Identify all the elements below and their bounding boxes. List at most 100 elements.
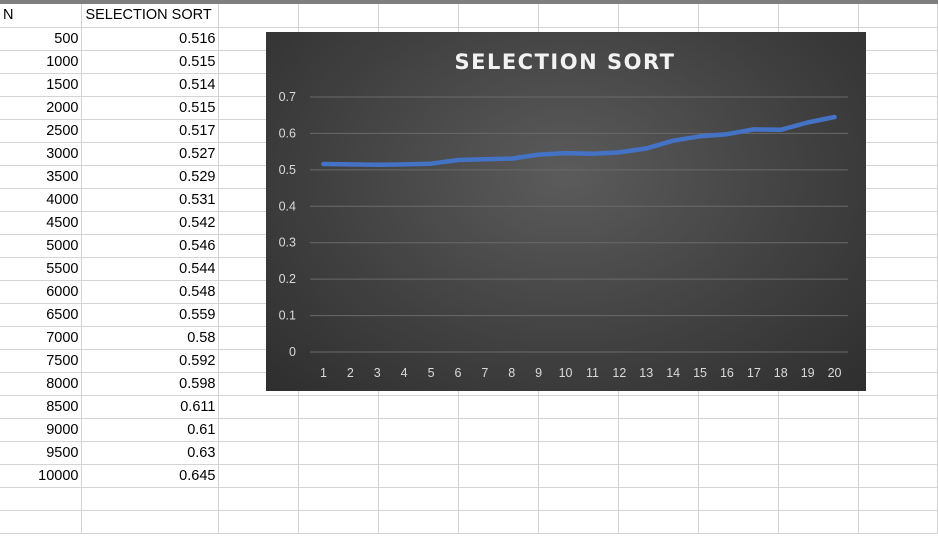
cell-time[interactable]: 0.58 — [81, 326, 220, 350]
empty-cell[interactable] — [218, 441, 300, 465]
empty-cell[interactable] — [858, 96, 938, 120]
cell-time[interactable]: 0.516 — [81, 27, 220, 51]
cell-n[interactable]: 2000 — [0, 96, 83, 120]
data-point[interactable] — [617, 150, 622, 155]
cell-n[interactable]: 8000 — [0, 372, 83, 396]
cell-time[interactable]: 0.592 — [81, 349, 220, 373]
empty-cell[interactable] — [378, 464, 460, 488]
data-point[interactable] — [563, 150, 568, 156]
empty-cell[interactable] — [778, 4, 859, 28]
empty-cell[interactable] — [458, 418, 540, 442]
empty-cell[interactable] — [81, 510, 220, 534]
empty-cell[interactable] — [858, 119, 938, 143]
data-point[interactable] — [778, 127, 783, 132]
data-point[interactable] — [832, 114, 837, 120]
series-line[interactable] — [321, 114, 837, 168]
cell-time[interactable]: 0.63 — [81, 441, 220, 465]
empty-cell[interactable] — [378, 418, 460, 442]
empty-cell[interactable] — [538, 395, 620, 419]
empty-cell[interactable] — [538, 487, 620, 511]
empty-cell[interactable] — [458, 441, 540, 465]
cell-n[interactable]: 10000 — [0, 464, 83, 488]
empty-cell[interactable] — [858, 372, 938, 396]
cell-time[interactable]: 0.517 — [81, 119, 220, 143]
cell-n[interactable]: 3000 — [0, 142, 83, 166]
empty-cell[interactable] — [698, 441, 780, 465]
cell-n[interactable]: 5000 — [0, 234, 83, 258]
empty-cell[interactable] — [858, 27, 938, 51]
cell-time[interactable]: 0.515 — [81, 50, 220, 74]
empty-cell[interactable] — [0, 487, 83, 511]
data-point[interactable] — [697, 134, 703, 139]
data-point[interactable] — [536, 152, 541, 157]
cell-time[interactable]: 0.542 — [81, 211, 220, 235]
empty-cell[interactable] — [538, 441, 620, 465]
cell-time[interactable]: 0.645 — [81, 464, 220, 488]
empty-cell[interactable] — [858, 510, 938, 534]
cell-time[interactable]: 0.529 — [81, 165, 220, 189]
empty-cell[interactable] — [218, 464, 300, 488]
cell-n[interactable]: 8500 — [0, 395, 83, 419]
cell-n[interactable]: 500 — [0, 27, 83, 51]
data-point[interactable] — [321, 161, 326, 167]
empty-cell[interactable] — [858, 142, 938, 166]
cell-n[interactable]: 1000 — [0, 50, 83, 74]
cell-time[interactable]: 0.514 — [81, 73, 220, 97]
empty-cell[interactable] — [81, 487, 220, 511]
empty-cell[interactable] — [858, 487, 938, 511]
data-point[interactable] — [590, 151, 595, 157]
data-point[interactable] — [644, 146, 649, 151]
cell-n[interactable]: 9500 — [0, 441, 83, 465]
empty-cell[interactable] — [218, 418, 300, 442]
empty-cell[interactable] — [858, 50, 938, 74]
empty-cell[interactable] — [298, 441, 380, 465]
cell-time[interactable]: 0.546 — [81, 234, 220, 258]
empty-cell[interactable] — [538, 418, 620, 442]
cell-n[interactable]: 7500 — [0, 349, 83, 373]
empty-cell[interactable] — [378, 395, 460, 419]
cell-n[interactable]: 5500 — [0, 257, 83, 281]
data-point[interactable] — [724, 131, 730, 137]
empty-cell[interactable] — [218, 395, 300, 419]
cell-n[interactable]: 4000 — [0, 188, 83, 212]
data-point[interactable] — [455, 157, 461, 163]
empty-cell[interactable] — [378, 441, 460, 465]
empty-cell[interactable] — [298, 464, 380, 488]
cell-n[interactable]: 3500 — [0, 165, 83, 189]
cell-time[interactable]: 0.559 — [81, 303, 220, 327]
empty-cell[interactable] — [458, 487, 540, 511]
cell-n[interactable]: 2500 — [0, 119, 83, 143]
cell-n[interactable]: 6000 — [0, 280, 83, 304]
empty-cell[interactable] — [298, 4, 380, 28]
empty-cell[interactable] — [458, 395, 540, 419]
empty-cell[interactable] — [618, 395, 700, 419]
empty-cell[interactable] — [698, 4, 780, 28]
empty-cell[interactable] — [618, 487, 700, 511]
empty-cell[interactable] — [618, 464, 700, 488]
empty-cell[interactable] — [858, 395, 938, 419]
empty-cell[interactable] — [858, 418, 938, 442]
empty-cell[interactable] — [298, 510, 380, 534]
cell-time[interactable]: 0.515 — [81, 96, 220, 120]
cell-time[interactable]: 0.598 — [81, 372, 220, 396]
empty-cell[interactable] — [778, 418, 859, 442]
empty-cell[interactable] — [618, 4, 700, 28]
empty-cell[interactable] — [858, 441, 938, 465]
data-point[interactable] — [509, 156, 514, 161]
cell-time[interactable]: 0.548 — [81, 280, 220, 304]
empty-cell[interactable] — [538, 464, 620, 488]
empty-cell[interactable] — [858, 257, 938, 281]
empty-cell[interactable] — [458, 510, 540, 534]
empty-cell[interactable] — [458, 4, 540, 28]
empty-cell[interactable] — [618, 510, 700, 534]
cell-time[interactable]: 0.544 — [81, 257, 220, 281]
data-point[interactable] — [428, 161, 434, 166]
data-point[interactable] — [751, 127, 757, 132]
empty-cell[interactable] — [858, 303, 938, 327]
empty-cell[interactable] — [0, 510, 83, 534]
empty-cell[interactable] — [778, 464, 859, 488]
empty-cell[interactable] — [538, 510, 620, 534]
empty-cell[interactable] — [698, 395, 780, 419]
empty-cell[interactable] — [298, 487, 380, 511]
empty-cell[interactable] — [378, 510, 460, 534]
